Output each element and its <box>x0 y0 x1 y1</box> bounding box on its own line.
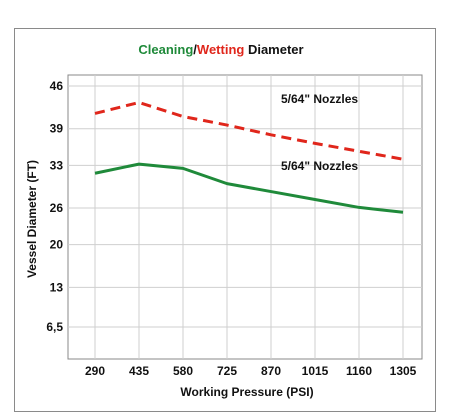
gridlines <box>68 75 422 359</box>
title-part-diameter: Diameter <box>244 42 303 57</box>
y-tick-label: 33 <box>50 158 64 172</box>
y-axis-ticks: 6,5 13 20 26 33 39 46 <box>46 79 63 334</box>
x-tick-label: 435 <box>129 364 149 378</box>
y-tick-label: 20 <box>50 238 64 252</box>
y-tick-label: 6,5 <box>46 320 63 334</box>
series-line-wetting <box>94 100 404 161</box>
series-layer <box>94 100 404 214</box>
y-axis-label: Vessel Diameter (FT) <box>25 160 39 278</box>
chart-frame: Cleaning/Wetting Diameter 6,5 13 20 26 33 39 4… <box>14 28 436 412</box>
annotation-cleaning: 5/64" Nozzles <box>281 159 358 173</box>
x-tick-label: 725 <box>217 364 237 378</box>
x-tick-label: 580 <box>173 364 193 378</box>
x-tick-label: 1160 <box>346 364 372 378</box>
y-tick-label: 39 <box>50 122 64 136</box>
x-tick-label: 290 <box>85 364 105 378</box>
title-part-cleaning: Cleaning <box>138 42 193 57</box>
y-tick-label: 46 <box>50 79 64 93</box>
chart-title: Cleaning/Wetting Diameter <box>138 42 303 57</box>
title-part-slash: / <box>193 42 197 57</box>
x-axis-ticks: 290 435 580 725 870 1015 1160 1305 <box>85 364 417 378</box>
title-part-wetting: Wetting <box>197 42 244 57</box>
y-tick-label: 13 <box>50 280 64 294</box>
annotation-wetting: 5/64" Nozzles <box>281 92 358 106</box>
plot-area <box>67 74 423 360</box>
x-tick-label: 1015 <box>302 364 329 378</box>
chart-svg: Cleaning/Wetting Diameter 6,5 13 20 26 33 39 4… <box>25 42 423 399</box>
x-tick-label: 1305 <box>390 364 417 378</box>
x-axis-label: Working Pressure (PSI) <box>180 385 313 399</box>
x-tick-label: 870 <box>261 364 281 378</box>
y-tick-label: 26 <box>50 201 64 215</box>
series-line-cleaning <box>94 162 404 214</box>
